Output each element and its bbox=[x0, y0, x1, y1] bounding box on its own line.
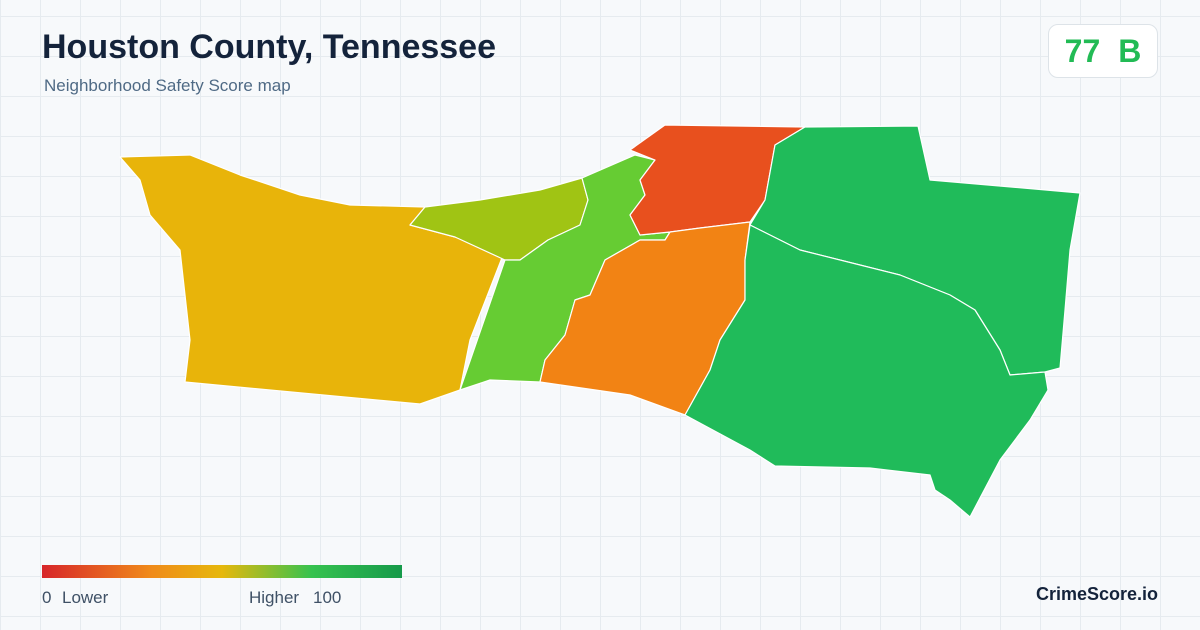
score: 77 bbox=[1064, 32, 1101, 69]
legend-max-label: Higher bbox=[249, 588, 300, 607]
legend-gradient bbox=[42, 565, 402, 578]
brand: CrimeScore.io bbox=[1035, 584, 1158, 604]
legend-min: 0 bbox=[42, 588, 52, 607]
region bbox=[684, 224, 1049, 518]
grade: B bbox=[1118, 32, 1142, 69]
region bbox=[119, 154, 506, 405]
title: Houston County, Tennessee bbox=[42, 28, 497, 66]
legend-max: 100 bbox=[313, 588, 342, 607]
score-badge: 77 B bbox=[1048, 24, 1158, 78]
legend-min-label: Lower bbox=[62, 588, 109, 607]
subtitle: Neighborhood Safety Score map bbox=[44, 76, 291, 95]
